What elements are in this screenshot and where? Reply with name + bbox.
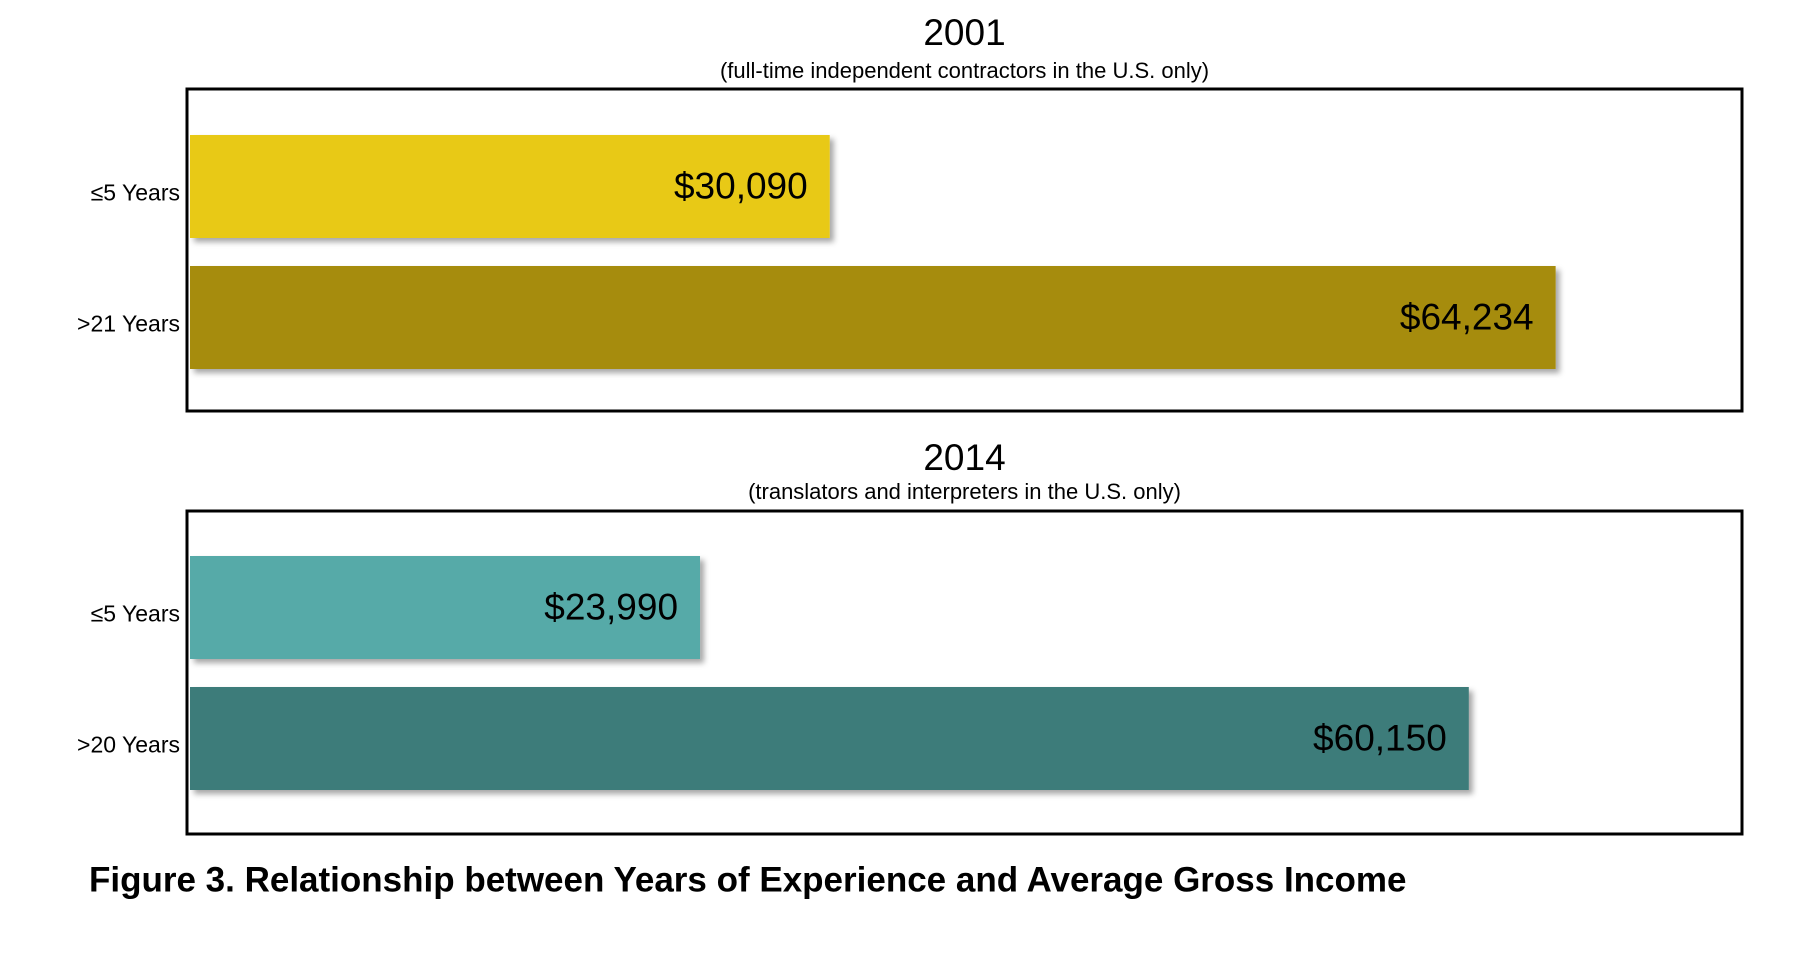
- bar: [190, 135, 830, 238]
- category-label: ≤5 Years: [91, 601, 180, 627]
- value-label: $64,234: [1400, 296, 1534, 337]
- bar: [190, 556, 701, 659]
- bar: [190, 687, 1469, 790]
- category-label: >20 Years: [77, 732, 180, 758]
- value-label: $60,150: [1313, 717, 1447, 758]
- chart-subtitle: (full-time independent contractors in th…: [720, 58, 1209, 83]
- bar: [190, 266, 1556, 369]
- caption: Figure 3. Relationship between Years of …: [89, 860, 1407, 899]
- plot-frame: [185, 87, 1744, 413]
- chart-subtitle: (translators and interpreters in the U.S…: [748, 479, 1181, 504]
- value-label: $30,090: [674, 165, 808, 206]
- chart-title: 2014: [923, 437, 1005, 478]
- category-label: ≤5 Years: [91, 180, 180, 206]
- chart-title: 2001: [923, 12, 1005, 53]
- value-label: $23,990: [544, 586, 678, 627]
- category-label: >21 Years: [77, 311, 180, 337]
- plot-frame: [185, 509, 1744, 836]
